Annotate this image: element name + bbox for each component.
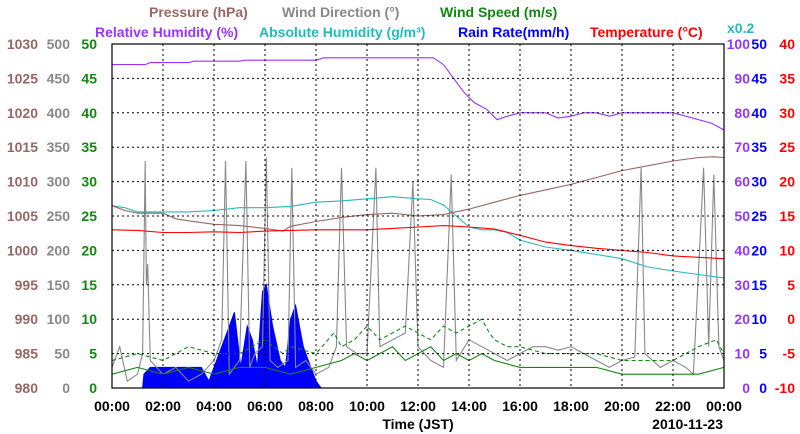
tick-label-wind-speed: 50 [81,36,97,52]
tick-label-rain-rate: 50 [751,36,767,52]
tick-label-wind-speed: 40 [81,105,97,121]
tick-label-pressure: 1000 [7,242,38,258]
tick-label-pressure: 1005 [7,208,38,224]
tick-label-wind-speed: 35 [81,139,97,155]
x-tick-label: 20:00 [604,398,640,414]
tick-label-wind-speed: 10 [81,311,97,327]
tick-label-temperature: 30 [779,105,795,121]
legend: Pressure (hPa) Wind Direction (°) Wind Spe… [95,4,754,40]
tick-label-pressure: 990 [15,311,39,327]
tick-label-rain-rate: 5 [759,346,767,362]
tick-label-rain-rate: 0 [759,380,767,396]
tick-label-relative-humidity: 70 [734,139,750,155]
tick-label-pressure: 980 [15,380,39,396]
legend-pressure: Pressure (hPa) [149,4,248,20]
x-tick-label: 14:00 [451,398,487,414]
tick-label-relative-humidity: 60 [734,174,750,190]
tick-label-wind-direction: 50 [54,346,70,362]
tick-label-pressure: 1015 [7,139,38,155]
series-rain-rate [142,283,323,389]
series-pressure [111,156,725,232]
tick-label-rain-rate: 15 [751,277,767,293]
tick-label-wind-direction: 150 [47,277,71,293]
tick-label-rain-rate: 25 [751,208,767,224]
plot-border [111,43,725,389]
grid-layer [111,43,725,389]
tick-label-wind-direction: 100 [47,311,71,327]
series-absolute-humidity-x0-2 [111,196,725,279]
legend-absolute-humidity: Absolute Humidity (g/m³) [259,24,425,40]
tick-label-wind-direction: 300 [47,174,71,190]
tick-label-temperature: 40 [779,36,795,52]
tick-label-rain-rate: 20 [751,242,767,258]
tick-label-wind-direction: 200 [47,242,71,258]
tick-label-rain-rate: 45 [751,70,767,86]
tick-label-wind-direction: 350 [47,139,71,155]
tick-label-rain-rate: 35 [751,139,767,155]
tick-label-wind-speed: 30 [81,174,97,190]
tick-label-wind-speed: 5 [89,346,97,362]
x-tick-label: 22:00 [655,398,691,414]
tick-label-temperature: 35 [779,70,795,86]
tick-label-wind-speed: 20 [81,242,97,258]
tick-label-wind-direction: 400 [47,105,71,121]
tick-label-rain-rate: 30 [751,174,767,190]
tick-label-wind-speed: 25 [81,208,97,224]
tick-label-pressure: 995 [15,277,39,293]
tick-label-rain-rate: 40 [751,105,767,121]
tick-label-wind-direction: 500 [47,36,71,52]
legend-rain-rate: Rain Rate(mm/h) [458,24,569,40]
legend-wind-speed: Wind Speed (m/s) [440,4,557,20]
tick-label-temperature: -10 [775,380,795,396]
tick-label-temperature: 0 [787,311,795,327]
x-tick-label: 04:00 [196,398,232,414]
x-tick-label: 00:00 [706,398,742,414]
tick-label-relative-humidity: 90 [734,70,750,86]
series-wind-direction [111,157,725,383]
tick-label-relative-humidity: 80 [734,105,750,121]
x-tick-label: 08:00 [298,398,334,414]
legend-wind-direction: Wind Direction (°) [282,4,399,20]
x-tick-label: 02:00 [145,398,181,414]
multiplier-note: x0.2 [727,20,754,36]
tick-label-wind-direction: 250 [47,208,71,224]
tick-label-relative-humidity: 0 [742,380,750,396]
tick-label-relative-humidity: 50 [734,208,750,224]
tick-label-pressure: 1010 [7,174,38,190]
legend-temperature: Temperature (°C) [590,24,703,40]
tick-label-pressure: 1030 [7,36,38,52]
tick-label-relative-humidity: 100 [727,36,751,52]
tick-label-wind-speed: 15 [81,277,97,293]
tick-label-temperature: 15 [779,208,795,224]
tick-label-pressure: 1020 [7,105,38,121]
x-tick-label: 16:00 [502,398,538,414]
tick-label-relative-humidity: 20 [734,311,750,327]
tick-label-temperature: 25 [779,139,795,155]
x-tick-label: 18:00 [553,398,589,414]
tick-label-temperature: 20 [779,174,795,190]
x-axis-label: Time (JST) [382,416,453,432]
tick-label-relative-humidity: 40 [734,242,750,258]
tick-label-relative-humidity: 30 [734,277,750,293]
tick-label-wind-speed: 45 [81,70,97,86]
tick-label-wind-speed: 0 [89,380,97,396]
date-label: 2010-11-23 [652,416,723,432]
tick-label-relative-humidity: 10 [734,346,750,362]
legend-relative-humidity: Relative Humidity (%) [95,24,238,40]
tick-label-temperature: 5 [787,277,795,293]
tick-label-rain-rate: 10 [751,311,767,327]
x-tick-label: 06:00 [247,398,283,414]
tick-label-pressure: 985 [15,346,39,362]
tick-label-wind-direction: 450 [47,70,71,86]
tick-label-pressure: 1025 [7,70,38,86]
tick-label-temperature: 10 [779,242,795,258]
x-tick-label: 10:00 [349,398,385,414]
x-tick-label: 00:00 [94,398,130,414]
x-tick-label: 12:00 [400,398,436,414]
axes-layer: 9809859909951000100510101015102010251030… [7,36,795,432]
tick-label-wind-direction: 0 [62,380,70,396]
tick-label-temperature: -5 [783,346,796,362]
